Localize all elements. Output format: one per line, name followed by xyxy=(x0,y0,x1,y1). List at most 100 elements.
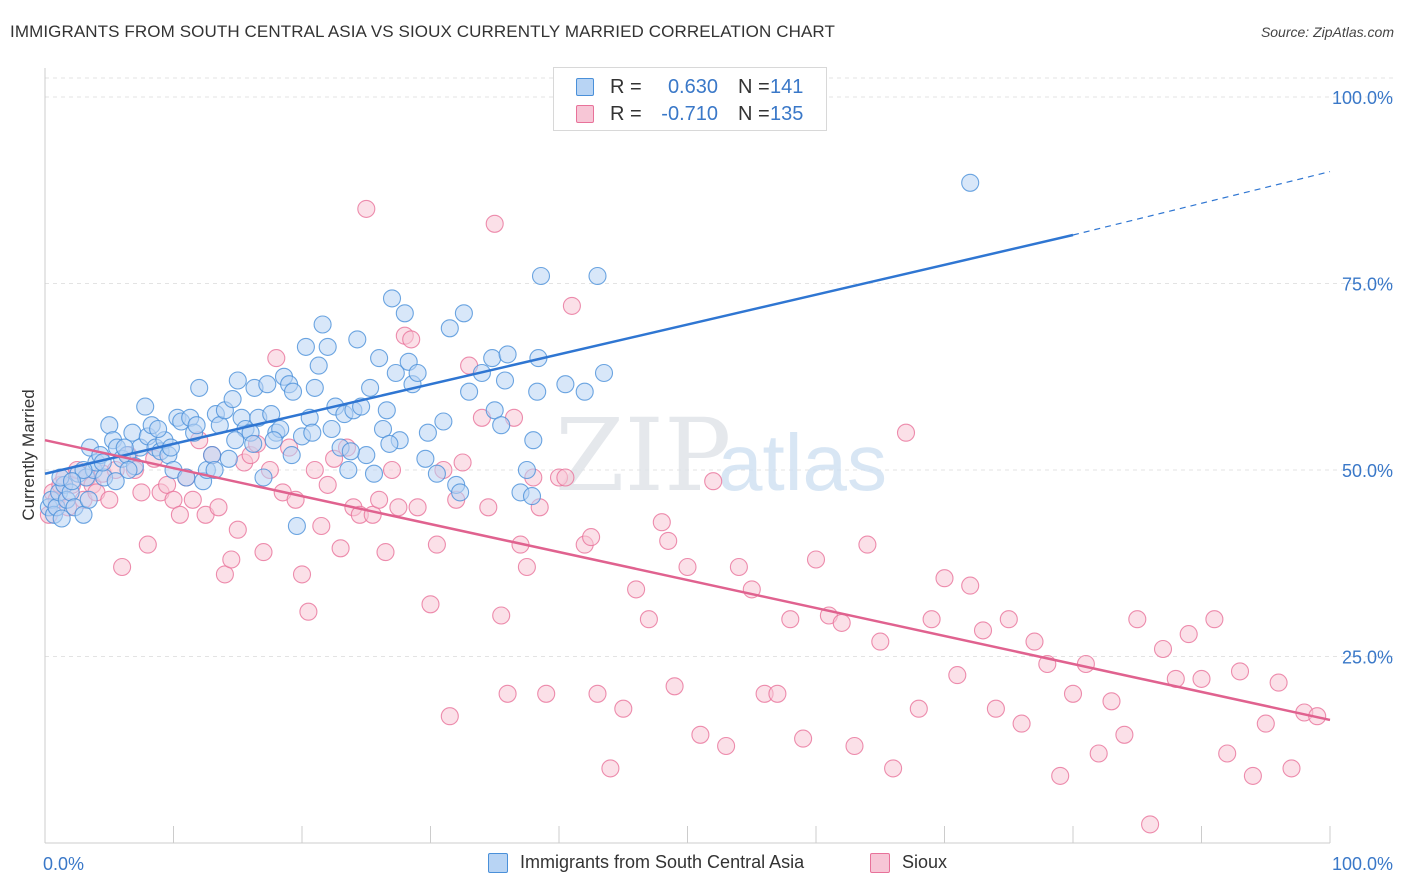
sioux-point xyxy=(1153,639,1173,659)
sioux-point xyxy=(100,490,119,509)
asia-point xyxy=(187,416,206,435)
asia-point xyxy=(264,431,283,450)
legend-row-asia: R = 0.630 N = 141 xyxy=(576,75,810,99)
asia-point xyxy=(79,490,98,509)
asia-point xyxy=(296,337,315,356)
legend-row-sioux: R = -0.710 N = 135 xyxy=(576,102,810,126)
sioux-point xyxy=(562,296,581,315)
asia-point xyxy=(451,483,470,502)
asia-point xyxy=(149,419,168,439)
sioux-point xyxy=(1256,714,1275,733)
n-label: N = xyxy=(738,102,770,125)
asia-point xyxy=(203,446,222,465)
asia-point xyxy=(483,349,502,368)
legend-swatch-sioux xyxy=(576,105,594,123)
sioux-point xyxy=(1089,744,1108,763)
asia-point xyxy=(123,423,142,442)
legend-swatch-asia xyxy=(488,852,508,873)
asia-point xyxy=(454,304,473,323)
sioux-point xyxy=(896,423,916,442)
sioux-point xyxy=(1115,725,1134,744)
asia-point xyxy=(361,378,380,397)
sioux-point xyxy=(1141,815,1160,834)
asia-point xyxy=(427,464,446,483)
sioux-point xyxy=(948,666,967,685)
asia-point xyxy=(364,464,384,483)
sioux-point xyxy=(614,699,633,718)
asia-point xyxy=(244,434,263,453)
sioux-point xyxy=(363,505,382,524)
source-label: Source: ZipAtlas.com xyxy=(1260,24,1394,40)
asia-point xyxy=(226,431,245,450)
asia-point xyxy=(380,434,399,453)
sioux-point xyxy=(183,490,202,509)
sioux-point xyxy=(164,490,183,509)
asia-point xyxy=(119,460,138,480)
asia-point xyxy=(418,423,437,442)
y-tick-label: 100.0% xyxy=(1332,88,1393,108)
sioux-point xyxy=(582,528,601,547)
r-label: R = xyxy=(610,102,642,125)
legend-swatch-sioux xyxy=(870,852,890,873)
series-legend: Immigrants from South Central Asia Sioux xyxy=(0,852,1406,878)
asia-point xyxy=(434,412,453,431)
sioux-point xyxy=(961,576,980,595)
sioux-point xyxy=(884,759,903,778)
asia-point xyxy=(313,315,332,334)
sioux-point xyxy=(806,550,826,569)
asia-point xyxy=(348,330,367,349)
sioux-point xyxy=(639,610,658,629)
sioux-point xyxy=(312,516,331,536)
sioux-point xyxy=(492,606,511,625)
asia-point xyxy=(262,405,281,424)
sioux-point xyxy=(318,475,337,494)
asia-point xyxy=(492,416,511,435)
n-value: 141 xyxy=(770,75,804,98)
chart-title: IMMIGRANTS FROM SOUTH CENTRAL ASIA VS SI… xyxy=(10,22,835,41)
sioux-point xyxy=(138,535,157,554)
sioux-point xyxy=(517,557,536,577)
trend-line-sioux xyxy=(44,438,1331,722)
sioux-point xyxy=(794,729,813,748)
asia-point xyxy=(322,419,341,439)
sioux-point xyxy=(999,610,1018,629)
asia-point xyxy=(305,378,324,397)
stats-legend: R = 0.630 N = 141 R = -0.710 N = 135 xyxy=(553,67,827,131)
sioux-point xyxy=(1051,766,1070,785)
sioux-point xyxy=(1128,610,1147,629)
asia-point xyxy=(309,356,328,375)
asia-point xyxy=(287,516,306,536)
n-value: 135 xyxy=(770,102,804,125)
asia-point xyxy=(62,472,82,491)
asia-point xyxy=(106,472,125,491)
asia-point xyxy=(556,375,575,394)
sioux-point xyxy=(832,613,851,632)
asia-point xyxy=(531,266,551,286)
sioux-point xyxy=(222,550,241,569)
tick-labels: 25.0% 50.0% 75.0% 100.0% 0.0% 100.0% xyxy=(43,88,1393,874)
r-value: -0.710 xyxy=(661,102,718,125)
legend-item-asia: Immigrants from South Central Asia xyxy=(488,852,804,873)
y-tick-label: 25.0% xyxy=(1342,648,1393,668)
asia-point xyxy=(303,423,322,442)
asia-point xyxy=(495,371,515,390)
sioux-point xyxy=(228,520,247,539)
sioux-point xyxy=(1205,610,1224,629)
asia-point xyxy=(357,446,376,465)
x-tick-label-min: 0.0% xyxy=(43,854,84,874)
asia-point xyxy=(517,460,536,480)
asia-point xyxy=(205,460,224,480)
asia-point xyxy=(575,382,594,401)
sioux-point xyxy=(1179,625,1198,644)
sioux-point xyxy=(267,349,286,368)
sioux-point xyxy=(453,453,472,472)
sioux-point xyxy=(292,565,312,584)
sioux-point xyxy=(113,557,132,577)
asia-point xyxy=(190,378,209,397)
asia-point xyxy=(522,487,542,506)
sioux-point xyxy=(485,214,504,233)
asia-point xyxy=(341,442,360,461)
trend-line-asia-extension xyxy=(1072,171,1331,236)
r-value: 0.630 xyxy=(667,75,718,98)
